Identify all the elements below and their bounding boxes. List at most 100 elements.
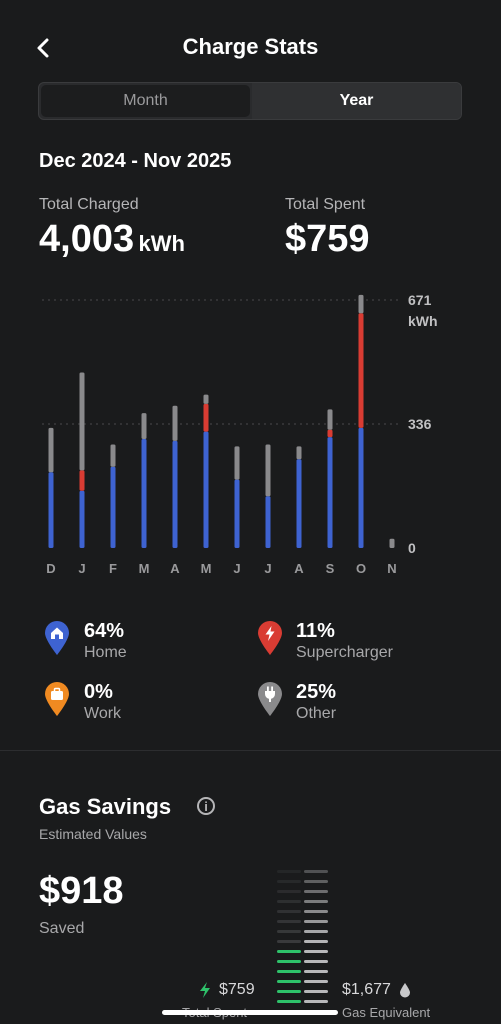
legend-home-name: Home — [84, 644, 127, 661]
gauge-tick-spent — [277, 890, 301, 893]
x-tick-label: N — [387, 561, 396, 576]
tab-month[interactable]: Month — [41, 85, 250, 117]
date-range: Dec 2024 - Nov 2025 — [39, 150, 232, 172]
x-tick-label: J — [233, 561, 240, 576]
bar-segment-other[interactable] — [203, 394, 209, 404]
bar-segment-home[interactable] — [358, 427, 364, 548]
legend-home: 64% Home — [44, 620, 127, 664]
savings-gauge — [277, 870, 328, 1013]
home-icon — [45, 621, 69, 655]
gauge-tick-spent — [277, 870, 301, 873]
bar-segment-other[interactable] — [327, 409, 333, 430]
legend-supercharger-name: Supercharger — [296, 644, 393, 661]
x-tick-label: J — [264, 561, 271, 576]
bar-segment-other[interactable] — [141, 413, 147, 439]
bar-segment-other[interactable] — [389, 538, 395, 548]
total-charged-unit: kWh — [138, 231, 185, 256]
chevron-left-icon — [37, 38, 49, 58]
gauge-tick-gas — [304, 1000, 328, 1003]
saved-value: $918 — [39, 870, 124, 912]
legend-work-pct: 0% — [84, 681, 113, 703]
bolt-icon — [258, 621, 282, 655]
legend-supercharger: 11% Supercharger — [257, 620, 393, 664]
back-button[interactable] — [30, 34, 56, 62]
legend-work: 0% Work — [44, 681, 121, 725]
x-tick-label: O — [356, 561, 366, 576]
x-tick-label: F — [109, 561, 117, 576]
gauge-tick-gas — [304, 940, 328, 943]
briefcase-icon — [45, 682, 69, 716]
gas-compare-label: Gas Equivalent — [342, 1005, 431, 1020]
gauge-tick-gas — [304, 950, 328, 953]
bar-segment-home[interactable] — [79, 490, 85, 548]
gauge-tick-gas — [304, 970, 328, 973]
total-spent-label: Total Spent — [285, 196, 366, 213]
x-tick-label: A — [294, 561, 304, 576]
bar-segment-home[interactable] — [141, 438, 147, 548]
bar-segment-supercharger[interactable] — [79, 470, 85, 491]
legend-other-name: Other — [296, 705, 337, 722]
y-unit-label: kWh — [408, 313, 438, 329]
total-charged: 4,003 kWh — [39, 218, 185, 261]
page-title: Charge Stats — [182, 34, 319, 59]
total-charged-value: 4,003 — [39, 218, 135, 260]
gauge-tick-spent — [277, 930, 301, 933]
gauge-tick-spent — [277, 960, 301, 963]
gauge-tick-gas — [304, 890, 328, 893]
gauge-tick-spent — [277, 910, 301, 913]
bar-segment-other[interactable] — [79, 372, 85, 471]
charge-bar-chart: D J F M A M J J A S O N 671 336 0 kWh — [42, 292, 438, 576]
bar-segment-supercharger[interactable] — [358, 313, 364, 428]
gas-savings-title: Gas Savings — [39, 794, 172, 819]
gauge-tick-gas — [304, 900, 328, 903]
gauge-tick-gas — [304, 930, 328, 933]
bar-segment-home[interactable] — [203, 431, 209, 548]
legend-other-pct: 25% — [296, 681, 337, 703]
gauge-tick-gas — [304, 870, 328, 873]
gauge-tick-gas — [304, 920, 328, 923]
plug-icon — [258, 682, 282, 716]
saved-label: Saved — [39, 920, 85, 937]
gauge-tick-gas — [304, 880, 328, 883]
legend-work-name: Work — [84, 705, 122, 722]
bar-segment-home[interactable] — [48, 472, 54, 548]
bar-segment-other[interactable] — [110, 444, 116, 467]
x-tick-label: J — [78, 561, 85, 576]
bar-segment-home[interactable] — [234, 479, 240, 548]
total-spent-value: $759 — [285, 218, 370, 260]
bar-segment-other[interactable] — [48, 427, 54, 473]
bar-segment-home[interactable] — [327, 437, 333, 548]
gas-compare-value: $1,677 — [342, 981, 391, 998]
gauge-tick-gas — [304, 960, 328, 963]
bar-segment-supercharger[interactable] — [327, 429, 333, 438]
info-icon[interactable]: i — [197, 797, 215, 815]
tab-year[interactable]: Year — [252, 83, 461, 119]
home-indicator[interactable] — [162, 1010, 338, 1015]
total-charged-label: Total Charged — [39, 196, 139, 213]
y-tick-label: 336 — [408, 416, 432, 432]
period-tabs: Month Year — [38, 82, 462, 120]
bar-segment-home[interactable] — [265, 496, 271, 548]
bar-segment-other[interactable] — [172, 405, 178, 441]
gauge-tick-spent — [277, 900, 301, 903]
x-tick-label: M — [201, 561, 212, 576]
gauge-tick-gas — [304, 910, 328, 913]
gauge-tick-spent — [277, 980, 301, 983]
bar-segment-other[interactable] — [265, 444, 271, 497]
bar-segment-home[interactable] — [110, 466, 116, 548]
gauge-tick-gas — [304, 990, 328, 993]
section-divider — [0, 750, 501, 751]
legend-home-pct: 64% — [84, 620, 125, 642]
bar-segment-home[interactable] — [296, 459, 302, 548]
bar-segment-home[interactable] — [172, 440, 178, 548]
gauge-tick-spent — [277, 990, 301, 993]
gauge-tick-spent — [277, 880, 301, 883]
bar-segment-supercharger[interactable] — [203, 403, 209, 432]
gauge-tick-spent — [277, 950, 301, 953]
bar-segment-other[interactable] — [234, 446, 240, 480]
x-tick-label: M — [139, 561, 150, 576]
bar-segment-other[interactable] — [358, 294, 364, 314]
spent-comparison: $759 — [198, 981, 255, 999]
bar-segment-other[interactable] — [296, 446, 302, 460]
gauge-tick-gas — [304, 980, 328, 983]
